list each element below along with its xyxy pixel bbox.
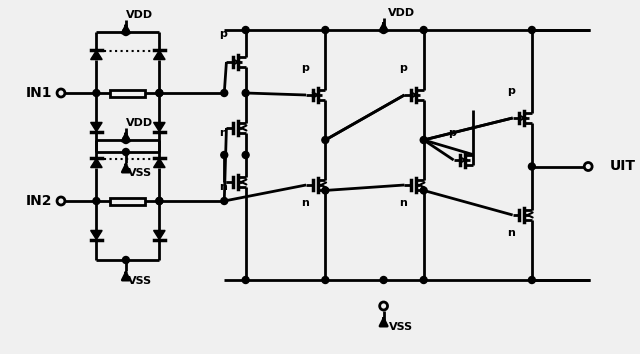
Circle shape	[156, 90, 163, 97]
Polygon shape	[154, 230, 165, 240]
Circle shape	[221, 152, 228, 159]
Text: n: n	[508, 228, 515, 238]
Circle shape	[156, 90, 163, 97]
Circle shape	[122, 29, 129, 35]
Circle shape	[322, 27, 329, 34]
Polygon shape	[154, 51, 165, 59]
Circle shape	[529, 163, 535, 170]
Circle shape	[529, 27, 535, 34]
Circle shape	[156, 198, 163, 205]
Polygon shape	[91, 159, 102, 167]
Text: n: n	[220, 128, 227, 138]
Circle shape	[93, 198, 100, 205]
Text: VSS: VSS	[389, 322, 413, 332]
Circle shape	[221, 90, 228, 97]
Circle shape	[122, 148, 129, 155]
Text: p: p	[449, 128, 456, 138]
Circle shape	[122, 137, 129, 143]
Text: VSS: VSS	[127, 276, 152, 286]
Text: p: p	[220, 29, 227, 39]
Circle shape	[322, 276, 329, 284]
Circle shape	[242, 152, 249, 159]
Circle shape	[380, 27, 387, 34]
Text: IN2: IN2	[26, 194, 52, 208]
Circle shape	[322, 137, 329, 143]
Circle shape	[380, 276, 387, 284]
Text: VDD: VDD	[126, 118, 153, 128]
Circle shape	[420, 187, 427, 194]
Polygon shape	[91, 122, 102, 132]
Text: VDD: VDD	[126, 10, 153, 20]
Text: p: p	[399, 63, 407, 73]
Polygon shape	[91, 51, 102, 59]
Circle shape	[420, 137, 427, 143]
Polygon shape	[91, 230, 102, 240]
Circle shape	[420, 276, 427, 284]
Text: p: p	[301, 63, 309, 73]
Circle shape	[156, 198, 163, 205]
Polygon shape	[154, 159, 165, 167]
Circle shape	[420, 27, 427, 34]
Text: UIT: UIT	[610, 160, 636, 173]
Text: n: n	[301, 198, 309, 208]
Polygon shape	[154, 122, 165, 132]
Circle shape	[529, 276, 535, 284]
Text: n: n	[220, 182, 227, 192]
Circle shape	[221, 198, 228, 205]
Circle shape	[93, 90, 100, 97]
Circle shape	[122, 257, 129, 263]
Circle shape	[242, 90, 249, 97]
Text: IN1: IN1	[26, 86, 52, 100]
Circle shape	[242, 27, 249, 34]
Circle shape	[322, 187, 329, 194]
Circle shape	[242, 276, 249, 284]
Text: n: n	[399, 198, 407, 208]
Text: VDD: VDD	[388, 8, 415, 18]
Text: p: p	[508, 86, 515, 96]
Bar	[110, 198, 145, 205]
Text: VSS: VSS	[127, 168, 152, 178]
Bar	[110, 90, 145, 97]
